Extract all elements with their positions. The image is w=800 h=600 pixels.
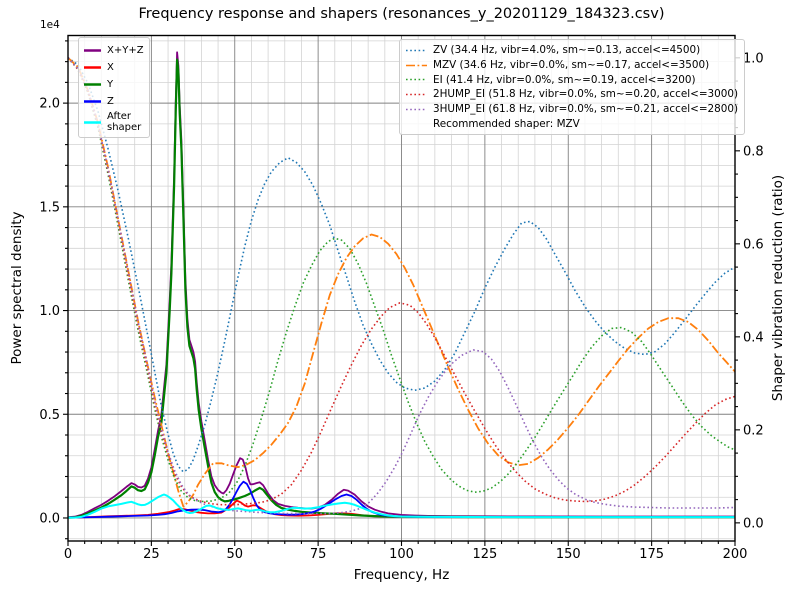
legend-line-sample-xyz [83, 45, 102, 56]
tick-labels: 0 25 50 75 100 125 150 175 200 0.0 0.5 1.0 1.5 2.0 0.0… [39, 51, 763, 562]
y-right-tick-label: 0.2 [743, 423, 764, 438]
legend-label-mzv: MZV (34.6 Hz, vibr=0.0%, sm~=0.17, accel… [433, 59, 710, 72]
x-tick-label: 150 [556, 547, 581, 562]
y-right-axis-label: Shaper vibration reduction (ratio) [770, 174, 786, 402]
legend-label-y: Y [107, 79, 114, 90]
legend-item-y: Y [83, 76, 145, 93]
legend-blank-sample [405, 118, 428, 129]
axis-ticks [63, 40, 740, 546]
legend-swatch-line [406, 108, 427, 110]
y-axis-offset-label: 1e4 [40, 19, 60, 31]
legend-line-sample-z [83, 96, 102, 107]
x-tick-label: 75 [310, 547, 327, 562]
x-tick-label: 50 [226, 547, 243, 562]
legend-swatch-line [406, 64, 427, 66]
legend-item-xyz: X+Y+Z [83, 42, 145, 59]
legend-item-mzv: MZV (34.6 Hz, vibr=0.0%, sm~=0.17, accel… [405, 58, 738, 73]
x-tick-label: 0 [64, 547, 72, 562]
legend-label-recommended: Recommended shaper: MZV [433, 117, 580, 130]
y-left-tick-label: 1.5 [39, 200, 60, 215]
legend-item-3hump-ei: 3HUMP_EI (61.8 Hz, vibr=0.0%, sm~=0.21, … [405, 102, 738, 117]
curve-psd_sum [68, 51, 735, 518]
legend-label-after-shaper: After shaper [107, 110, 142, 134]
legend-swatch-line [406, 93, 427, 96]
curves [68, 51, 735, 519]
x-tick-label: 175 [639, 547, 664, 562]
y-right-tick-label: 0.4 [743, 330, 764, 345]
psd-legend: X+Y+Z X Y Z After shaper [78, 37, 150, 138]
legend-label-x: X [107, 62, 114, 73]
y-right-tick-label: 1.0 [743, 51, 764, 66]
legend-item-z: Z [83, 93, 145, 110]
legend-label-3hump-ei: 3HUMP_EI (61.8 Hz, vibr=0.0%, sm~=0.21, … [433, 103, 739, 116]
legend-item-after-shaper: After shaper [83, 110, 145, 134]
y-left-axis-label: Power spectral density [9, 211, 25, 365]
legend-line-sample-mzv [405, 60, 428, 71]
legend-label-ei: EI (41.4 Hz, vibr=0.0%, sm~=0.19, accel<… [433, 73, 696, 86]
curve-zv [68, 57, 735, 473]
shaper-legend: ZV (34.4 Hz, vibr=4.0%, sm~=0.13, accel<… [399, 39, 746, 136]
x-tick-label: 200 [723, 547, 748, 562]
legend-label-zv: ZV (34.4 Hz, vibr=4.0%, sm~=0.13, accel<… [433, 44, 701, 57]
curve-after_shaper [68, 493, 735, 519]
legend-item-x: X [83, 59, 145, 76]
legend-line-sample-x [83, 62, 102, 73]
x-tick-label: 125 [472, 547, 497, 562]
legend-swatch-line [84, 49, 101, 52]
legend-label-2hump-ei: 2HUMP_EI (51.8 Hz, vibr=0.0%, sm~=0.20, … [433, 88, 739, 101]
legend-item-recommended: Recommended shaper: MZV [405, 116, 738, 131]
legend-item-ei: EI (41.4 Hz, vibr=0.0%, sm~=0.19, accel<… [405, 72, 738, 87]
legend-swatch-line [84, 66, 101, 69]
curve-ei [68, 57, 735, 503]
legend-line-sample-y [83, 79, 102, 90]
legend-line-sample-2hump-ei [405, 89, 428, 100]
legend-line-sample-after-shaper [83, 117, 102, 128]
x-tick-label: 25 [143, 547, 160, 562]
x-axis-label: Frequency, Hz [353, 567, 450, 583]
legend-item-zv: ZV (34.4 Hz, vibr=4.0%, sm~=0.13, accel<… [405, 43, 738, 58]
y-left-tick-label: 1.0 [39, 304, 60, 319]
legend-swatch-line [406, 78, 427, 81]
legend-swatch-line [84, 120, 101, 124]
legend-swatch-line [406, 49, 427, 52]
y-right-tick-label: 0.8 [743, 144, 764, 159]
legend-item-2hump-ei: 2HUMP_EI (51.8 Hz, vibr=0.0%, sm~=0.20, … [405, 87, 738, 102]
legend-swatch-line [84, 100, 101, 103]
curve-mzv [68, 57, 735, 508]
legend-line-sample-zv [405, 45, 428, 56]
chart-title: Frequency response and shapers (resonanc… [138, 6, 665, 22]
legend-label-z: Z [107, 96, 114, 107]
legend-swatch-line [84, 83, 101, 86]
curve-twohump_ei [68, 57, 735, 506]
legend-label-xyz: X+Y+Z [107, 45, 144, 56]
y-left-tick-label: 0.0 [39, 511, 60, 526]
legend-line-sample-ei [405, 74, 428, 85]
legend-line-sample-3hump-ei [405, 104, 428, 115]
y-right-tick-label: 0.6 [743, 237, 764, 252]
y-right-tick-label: 0.0 [743, 516, 764, 531]
y-left-tick-label: 2.0 [39, 97, 60, 112]
y-left-tick-label: 0.5 [39, 408, 60, 423]
x-tick-label: 100 [389, 547, 414, 562]
